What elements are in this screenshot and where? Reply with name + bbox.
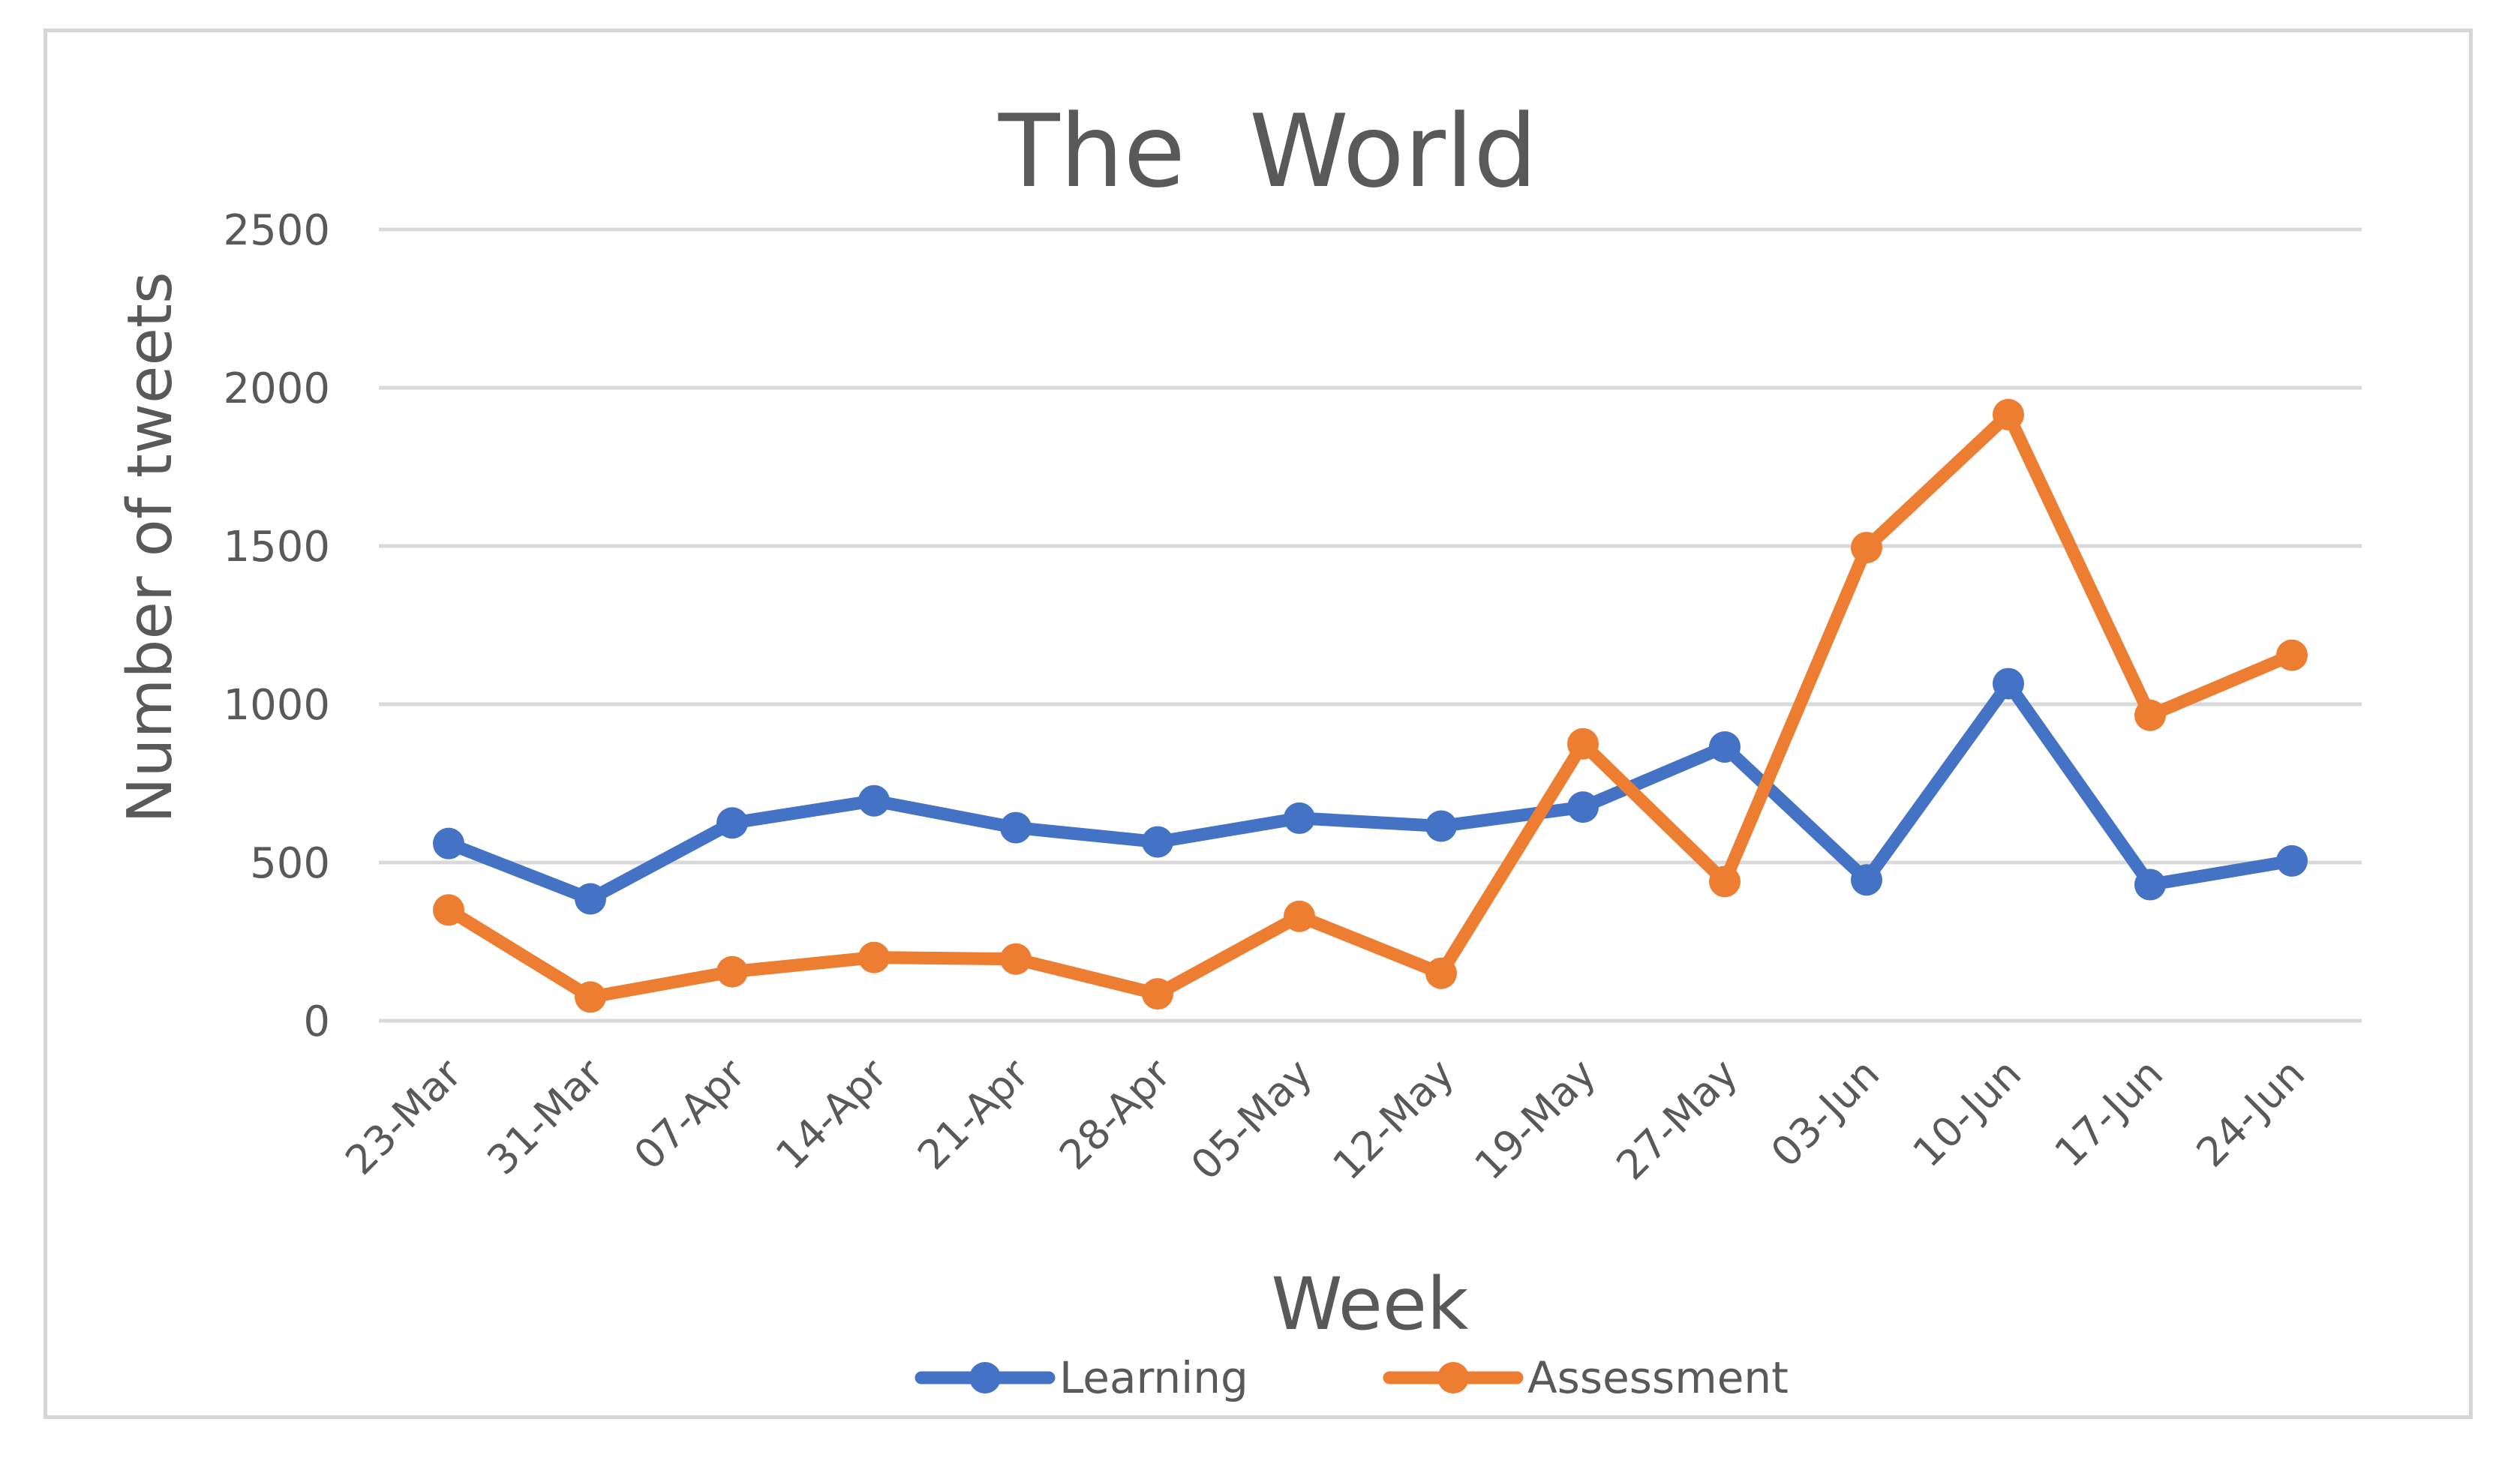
data-point (1142, 826, 1173, 858)
x-tick-label: 07-Apr (625, 1049, 755, 1179)
data-point (1000, 812, 1032, 844)
y-tick-label: 1000 (223, 681, 330, 730)
series-line (442, 408, 2299, 1004)
data-point (1425, 810, 1457, 842)
x-tick-label: 10-Jun (1903, 1050, 2030, 1177)
data-point (433, 827, 464, 860)
chart-frame (44, 28, 2473, 1419)
data-point (2276, 639, 2308, 671)
data-point (575, 981, 606, 1013)
legend-swatch-marker (969, 1362, 1001, 1394)
data-point (1709, 730, 1741, 763)
legend-item-learning: Learning (915, 1352, 1248, 1403)
y-axis-label: Number of tweets (115, 272, 186, 824)
data-point (1851, 532, 1882, 564)
gridlines (379, 227, 2362, 1023)
x-axis-ticks: 23-Mar 31-Mar 07-Apr 14-Apr 21-Apr 28-Apr 05-M… (336, 1049, 2314, 1189)
y-tick-label: 2500 (223, 206, 330, 255)
data-point (2276, 844, 2308, 877)
legend: Learning Assessment (915, 1352, 1789, 1403)
legend-label: Assessment (1527, 1352, 1789, 1403)
legend-swatch-marker (1437, 1362, 1469, 1394)
x-tick-label: 28-Apr (1050, 1049, 1180, 1179)
series-assessment (433, 398, 2308, 1013)
data-point (1851, 864, 1882, 896)
y-tick-label: 0 (303, 998, 330, 1046)
data-point (1709, 866, 1741, 898)
series-line (442, 677, 2299, 906)
data-point (1567, 728, 1599, 760)
chart-title: The World (998, 93, 1537, 210)
x-tick-label: 31-Mar (478, 1049, 613, 1184)
data-point (575, 883, 606, 915)
data-point (1000, 943, 1032, 975)
data-point (1993, 398, 2024, 430)
y-tick-label: 2000 (223, 364, 330, 413)
x-tick-label: 19-May (1465, 1050, 1605, 1190)
y-axis-ticks: 0 500 1000 1500 2000 2500 (223, 206, 330, 1046)
x-tick-label: 05-May (1182, 1050, 1321, 1190)
data-point (716, 956, 748, 988)
x-tick-label: 03-Jun (1762, 1050, 1888, 1177)
legend-item-assessment: Assessment (1383, 1352, 1789, 1403)
data-point (1284, 900, 1315, 932)
data-point (433, 894, 464, 926)
data-point (1567, 791, 1599, 824)
x-tick-label: 14-Apr (767, 1049, 897, 1179)
data-point (1284, 802, 1315, 834)
y-tick-label: 1500 (223, 523, 330, 572)
x-tick-label: 17-Jun (2045, 1050, 2172, 1177)
x-tick-label: 12-May (1323, 1050, 1463, 1190)
data-point (1993, 668, 2024, 700)
series-group (433, 398, 2308, 1013)
data-point (716, 807, 748, 839)
data-point (858, 784, 890, 817)
x-tick-label: 27-May (1607, 1050, 1747, 1190)
data-point (2134, 699, 2166, 731)
data-point (1142, 978, 1173, 1010)
x-tick-label: 24-Jun (2187, 1050, 2314, 1177)
data-point (1425, 957, 1457, 989)
data-point (2134, 868, 2166, 901)
x-axis-label: Week (1271, 1262, 1468, 1346)
y-tick-label: 500 (250, 839, 330, 888)
legend-label: Learning (1059, 1352, 1248, 1403)
x-tick-label: 23-Mar (336, 1049, 471, 1184)
series-learning (433, 668, 2308, 915)
x-tick-label: 21-Apr (909, 1049, 1038, 1179)
data-point (858, 941, 890, 974)
